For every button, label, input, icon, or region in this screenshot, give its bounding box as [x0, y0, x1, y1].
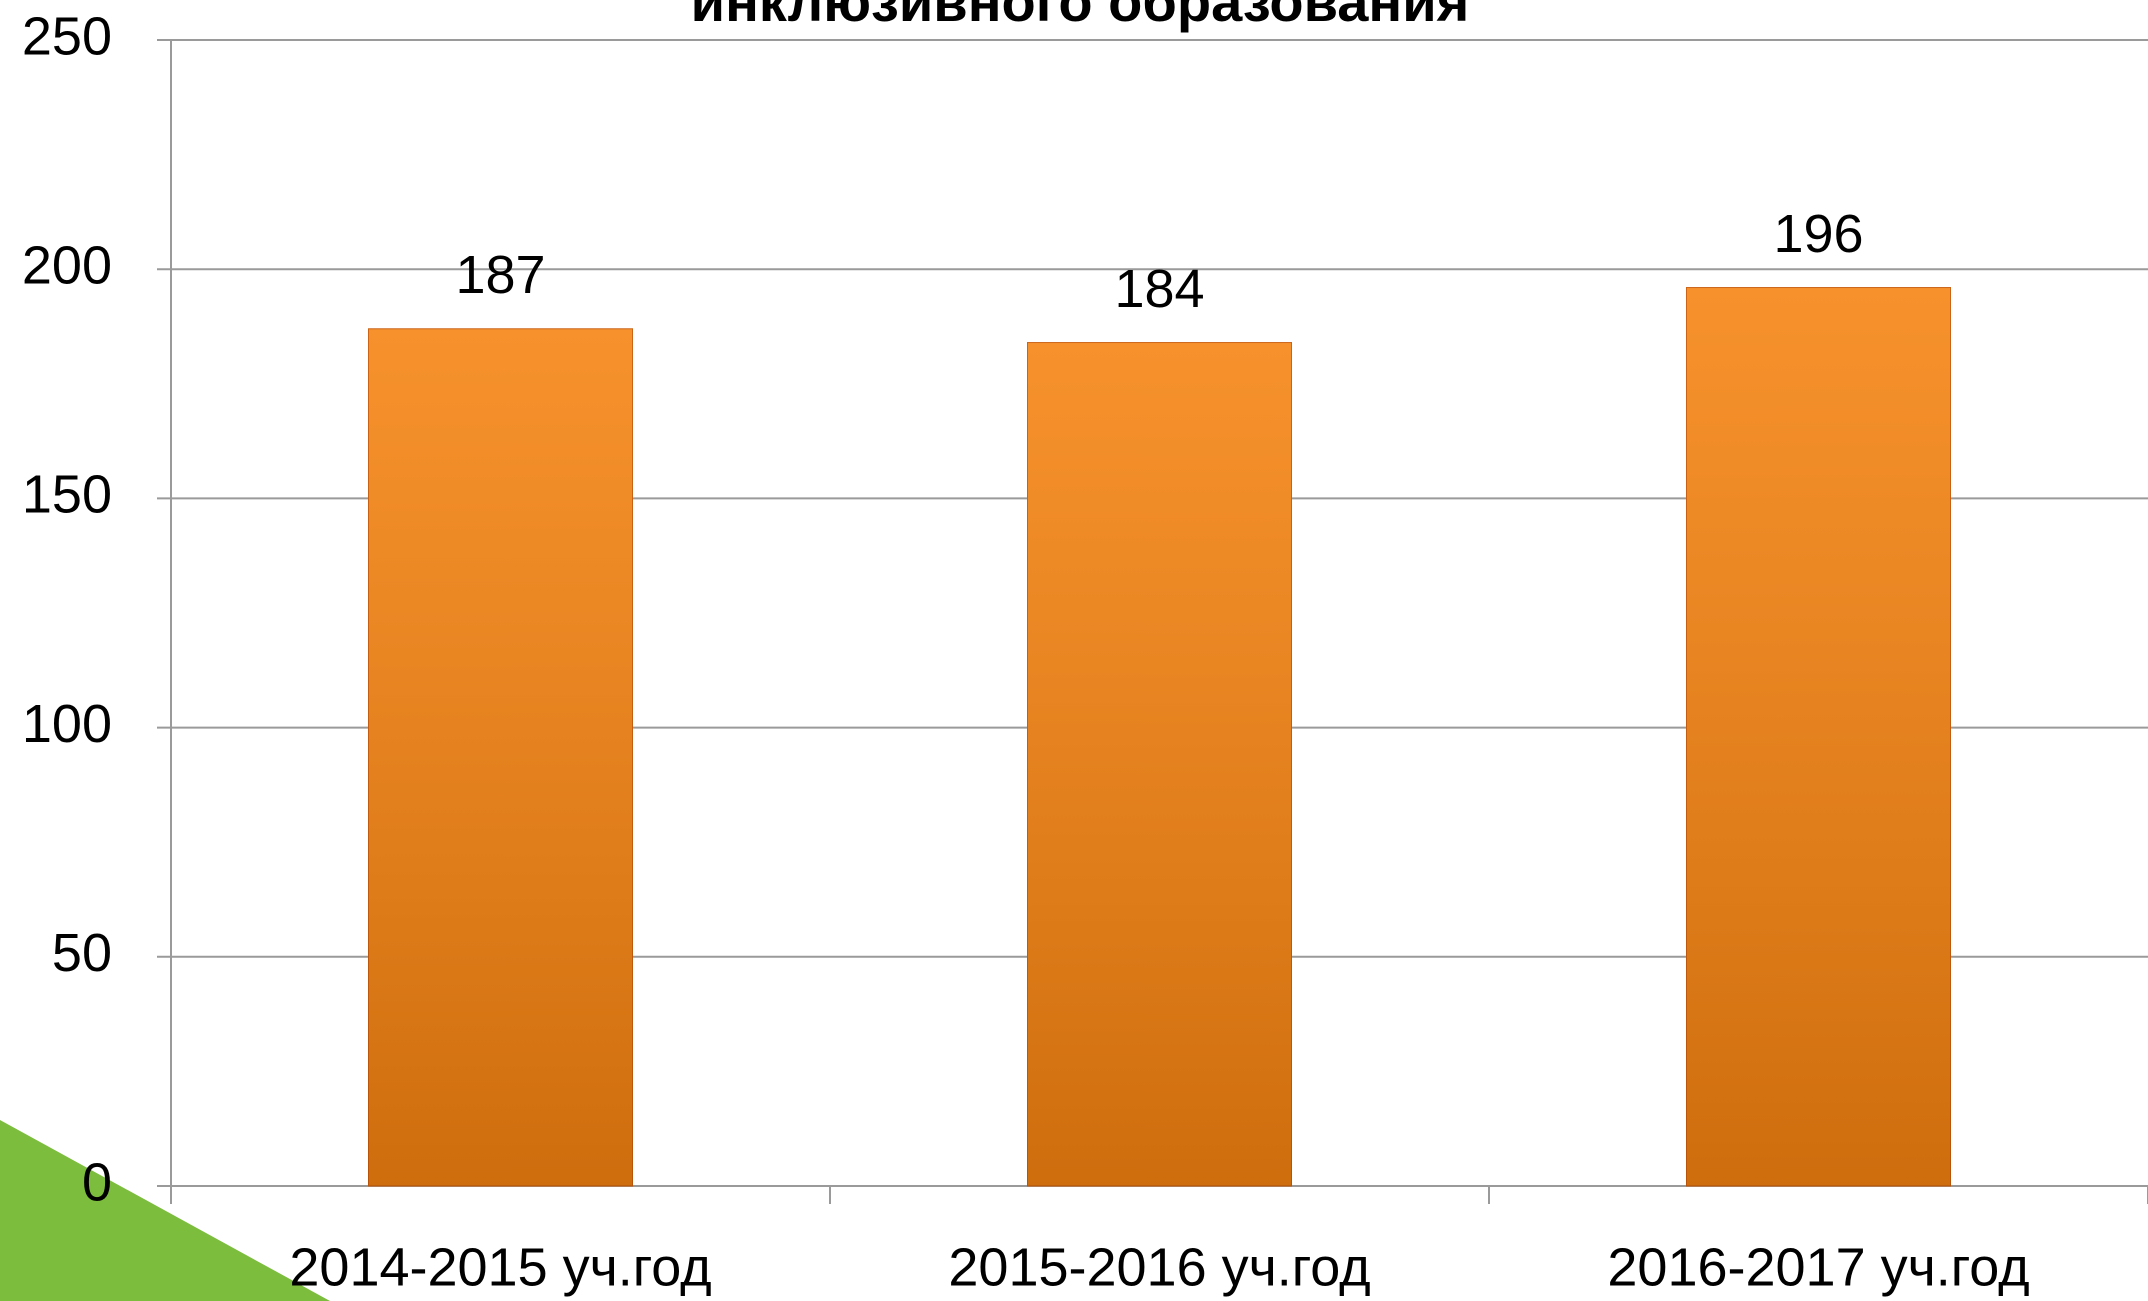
x-tick-label: 2016-2017 уч.год: [1607, 1237, 2029, 1297]
data-label: 187: [455, 245, 545, 305]
chart-title: инклюзивного образования: [691, 0, 1470, 33]
x-tick-label: 2015-2016 уч.год: [948, 1237, 1370, 1297]
y-tick-label: 150: [22, 465, 112, 525]
bar: [369, 329, 633, 1186]
y-tick-label: 0: [82, 1152, 112, 1212]
bar: [1687, 288, 1951, 1186]
y-tick-label: 100: [22, 694, 112, 754]
decor: [0, 1120, 330, 1301]
x-tick-label: 2014-2015 уч.год: [289, 1237, 711, 1297]
y-tick-label: 250: [22, 6, 112, 66]
y-tick-label: 50: [52, 923, 112, 983]
bar: [1028, 343, 1292, 1186]
chart: инклюзивного образования 0 50 100 150 200 250…: [0, 0, 2148, 1301]
y-tick-label: 200: [22, 235, 112, 295]
data-label: 196: [1773, 204, 1863, 264]
data-label: 184: [1114, 259, 1204, 319]
